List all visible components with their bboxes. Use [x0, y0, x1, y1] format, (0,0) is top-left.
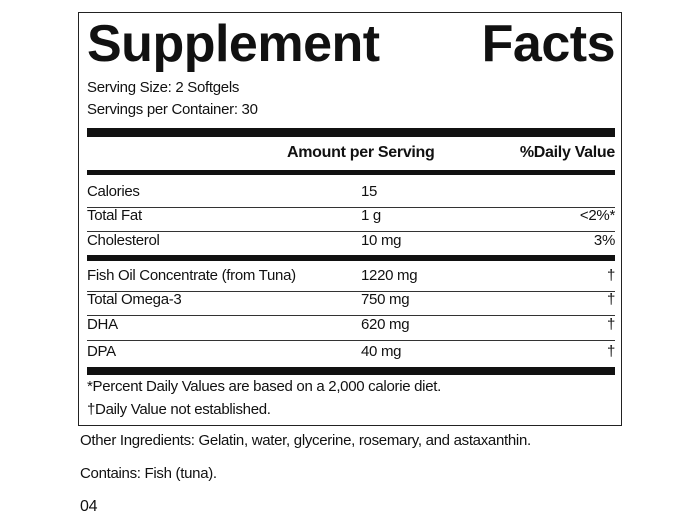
daily-value: 3% — [593, 232, 615, 249]
divider — [87, 367, 615, 375]
nutrient-name: Total Fat — [87, 207, 142, 224]
nutrient-name: Total Omega-3 — [87, 291, 182, 308]
nutrient-name: DHA — [87, 316, 118, 333]
facts-box — [78, 12, 622, 426]
nutrient-amount: 620 mg — [361, 316, 410, 333]
nutrient-name: Calories — [87, 183, 140, 200]
column-header: %Daily Value — [519, 144, 615, 161]
nutrient-amount: 10 mg — [361, 232, 402, 249]
column-header: Amount per Serving — [287, 144, 435, 161]
divider — [87, 170, 615, 175]
divider — [87, 128, 615, 137]
row-line — [87, 340, 615, 341]
code: 04 — [80, 498, 98, 515]
daily-value: † — [606, 343, 615, 360]
serving-size: Serving Size: 2 Softgels — [87, 79, 240, 96]
nutrient-amount: 750 mg — [361, 291, 410, 308]
nutrient-amount: 15 — [361, 183, 378, 200]
divider — [87, 255, 615, 261]
row-line — [87, 291, 615, 292]
nutrient-name: Cholesterol — [87, 232, 160, 249]
servings-per-container: Servings per Container: 30 — [87, 101, 258, 118]
footnote: †Daily Value not established. — [87, 401, 271, 418]
daily-value: † — [606, 316, 615, 333]
nutrient-amount: 1 g — [361, 207, 381, 224]
daily-value: † — [606, 291, 615, 308]
nutrient-amount: 40 mg — [361, 343, 402, 360]
other-ingredients: Other Ingredients: Gelatin, water, glyce… — [80, 432, 531, 449]
contains: Contains: Fish (tuna). — [80, 465, 217, 482]
nutrient-amount: 1220 mg — [361, 267, 418, 284]
daily-value: <2%* — [579, 207, 615, 224]
row-line — [87, 315, 615, 316]
nutrient-name: DPA — [87, 343, 116, 360]
nutrient-name: Fish Oil Concentrate (from Tuna) — [87, 267, 296, 284]
title: Supplement Facts — [87, 15, 616, 73]
daily-value: † — [606, 267, 615, 284]
row-line — [87, 231, 615, 232]
footnote: *Percent Daily Values are based on a 2,0… — [87, 378, 441, 395]
row-line — [87, 207, 615, 208]
